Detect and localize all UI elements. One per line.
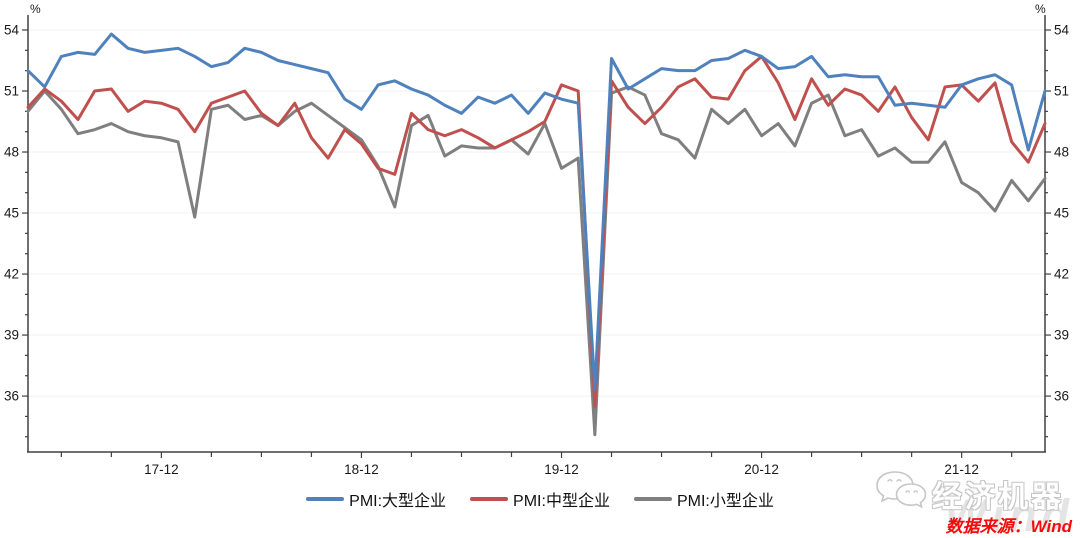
- svg-text:42: 42: [1054, 267, 1069, 282]
- svg-text:36: 36: [4, 389, 19, 404]
- svg-text:42: 42: [4, 267, 19, 282]
- legend-swatch-small: [633, 497, 672, 501]
- svg-text:39: 39: [1054, 328, 1069, 343]
- brand-watermark-text: 经济机器: [932, 480, 1064, 514]
- svg-text:20-12: 20-12: [744, 462, 779, 477]
- svg-text:48: 48: [4, 145, 19, 160]
- legend-swatch-medium: [470, 497, 509, 501]
- brand-watermark: 经济机器: [874, 470, 1064, 517]
- legend-item-small: PMI:小型企业: [633, 487, 774, 511]
- legend-swatch-large: [306, 497, 345, 501]
- svg-text:18-12: 18-12: [344, 462, 379, 477]
- svg-text:51: 51: [4, 84, 19, 99]
- data-source-label: 数据来源：Wind: [945, 517, 1072, 536]
- legend-label-large: PMI:大型企业: [349, 493, 447, 510]
- legend-item-large: PMI:大型企业: [306, 487, 446, 511]
- legend-label-small: PMI:小型企业: [676, 493, 774, 510]
- y-axis-unit-left: %: [30, 2, 41, 16]
- svg-text:17-12: 17-12: [144, 462, 179, 477]
- svg-text:51: 51: [1054, 84, 1069, 99]
- legend-item-medium: PMI:中型企业: [470, 487, 610, 511]
- wechat-bubbles-icon: [874, 470, 928, 517]
- wind-watermark-text: Wind: [944, 490, 1074, 538]
- legend-label-medium: PMI:中型企业: [513, 493, 610, 510]
- svg-text:48: 48: [1054, 145, 1069, 160]
- svg-text:39: 39: [4, 328, 19, 343]
- legend: PMI:大型企业 PMI:中型企业 PMI:小型企业: [0, 487, 1080, 511]
- svg-text:36: 36: [1054, 389, 1069, 404]
- svg-text:54: 54: [4, 23, 20, 38]
- svg-text:19-12: 19-12: [544, 462, 579, 477]
- y-axis-unit-right: %: [1035, 2, 1046, 16]
- svg-text:45: 45: [4, 206, 19, 221]
- svg-text:54: 54: [1054, 23, 1070, 38]
- svg-text:45: 45: [1054, 206, 1069, 221]
- svg-text:21-12: 21-12: [944, 462, 979, 477]
